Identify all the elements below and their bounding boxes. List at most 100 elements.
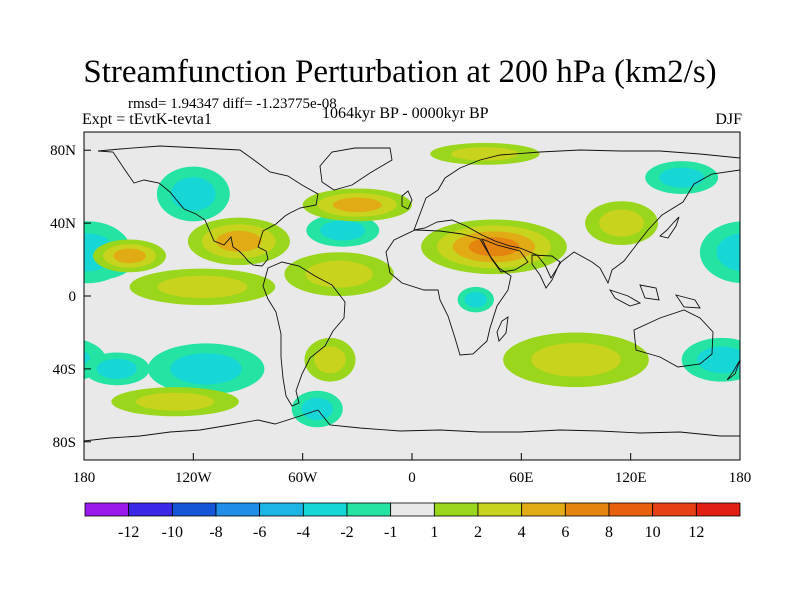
contour-fill-layer <box>0 142 800 428</box>
contour-south-indian-high <box>503 332 649 388</box>
y-tick-label: 80N <box>50 143 76 159</box>
contour-level-pacific-tropical-high <box>157 275 248 299</box>
contour-level-east-pacific-high <box>113 248 146 264</box>
contour-level-east-pacific-high <box>749 240 800 273</box>
colorbar-swatch <box>128 502 173 517</box>
colorbar-swatch <box>171 502 217 517</box>
contour-level-far-south-pacific-low <box>740 352 800 385</box>
colorbar-swatch <box>215 502 261 517</box>
coastline-layer <box>84 145 740 442</box>
colorbar-label: 6 <box>561 524 569 541</box>
contour-far-south-pacific-low <box>84 352 800 386</box>
x-tick-label: 60E <box>509 470 533 486</box>
maritime-continent-outline <box>608 284 701 309</box>
contour-level-north-pacific-negative-band <box>699 221 740 284</box>
colorbar-label: -4 <box>297 524 310 541</box>
contour-level-pacific-tropical-high <box>786 269 800 305</box>
south-america-outline <box>262 261 346 407</box>
new-zealand-outline <box>726 359 740 381</box>
rmsd-diff-label: rmsd= 1.94347 diff= -1.23775e-08 <box>128 96 337 112</box>
colorbar-swatch <box>302 502 348 517</box>
contour-level-siberia-low <box>659 167 705 188</box>
colorbar-swatch <box>84 502 130 517</box>
colorbar-swatch <box>390 502 435 517</box>
contour-level-far-south-pacific-low <box>96 358 137 379</box>
y-tick-label: 0 <box>69 289 77 305</box>
contour-level-north-atlantic-high <box>333 197 382 213</box>
contour-east-pacific-high <box>93 239 800 273</box>
contour-level-far-south-pacific-low <box>753 359 793 379</box>
madagascar-outline <box>496 316 509 342</box>
contour-level-southern-atlantic-low <box>301 397 333 421</box>
contour-north-atlantic-high <box>302 188 413 222</box>
north-america-outline <box>97 145 319 267</box>
x-tick-label: 180 <box>729 470 752 486</box>
chart-title: Streamfunction Perturbation at 200 hPa (… <box>83 54 717 90</box>
contour-level-southern-ocean-high <box>135 392 215 411</box>
antarctica-outline <box>84 409 740 442</box>
arabia-outline <box>481 238 529 273</box>
colorbar-swatch <box>695 502 741 517</box>
contour-north-america-high <box>187 217 290 266</box>
contour-level-south-pacific-low <box>170 353 242 385</box>
contour-level-north-pacific-east-low <box>744 254 765 265</box>
contour-north-atlantic-low <box>306 214 380 247</box>
contour-level-south-america-high <box>314 346 346 374</box>
contour-level-southern-ocean-high <box>792 393 800 411</box>
colorbar-swatch <box>433 502 479 517</box>
contour-level-north-america-high <box>216 230 262 252</box>
colorbar-label: -2 <box>340 524 353 541</box>
colorbar-label: -6 <box>253 524 266 541</box>
contour-level-tropical-atlantic-high <box>305 260 373 288</box>
africa-outline <box>385 229 512 356</box>
colorbar-swatch <box>564 502 610 517</box>
contour-level-east-pacific-high <box>759 244 800 268</box>
contour-level-north-pacific-negative-band <box>716 233 740 272</box>
contour-east-africa-low <box>457 286 494 313</box>
colorbar-swatch <box>259 502 304 517</box>
contour-level-gulf-of-alaska-low <box>170 177 216 211</box>
contour-level-siberia-low <box>3 167 48 187</box>
colorbar-label: -10 <box>162 524 183 541</box>
contour-level-east-indian-ocean-low <box>697 346 740 374</box>
contour-gulf-of-alaska-low <box>156 166 230 222</box>
x-tick-label: 120E <box>615 470 647 486</box>
x-tick-label: 180 <box>73 470 96 486</box>
x-tick-label: 60W <box>288 470 318 486</box>
colorbar-label: -1 <box>384 524 397 541</box>
contour-level-east-pacific-high <box>769 249 800 264</box>
colorbar-swatch <box>608 502 654 517</box>
colorbar-label: 1 <box>430 524 438 541</box>
colorbar-label: 2 <box>474 524 482 541</box>
contour-south-america-high <box>304 337 356 382</box>
y-tick-label: 80S <box>53 435 76 451</box>
colorbar: -12 -10 -8 -6 -4 -2 -1 1 2 4 6 8 10 12 <box>84 502 741 541</box>
colorbar-label: 8 <box>605 524 613 541</box>
greenland-outline <box>319 147 393 191</box>
contour-arctic-high <box>430 142 540 165</box>
y-tick-label: 40N <box>50 216 76 232</box>
x-tick-label: 0 <box>408 470 416 486</box>
contour-tropical-atlantic-high <box>284 252 394 296</box>
colorbar-swatch <box>477 502 523 517</box>
contour-pacific-tropical-high <box>129 268 800 306</box>
europe-asia-outline <box>413 149 740 285</box>
contour-southern-ocean-high <box>111 387 800 417</box>
contour-level-north-pacific-east-low <box>737 254 740 265</box>
contour-level-north-atlantic-low <box>320 220 366 241</box>
contour-level-southern-ocean-high <box>767 387 800 416</box>
contour-level-asia-high <box>599 209 644 237</box>
contour-level-siberia-low <box>0 161 62 194</box>
contour-level-north-pacific-west-low <box>69 254 84 265</box>
colorbar-label: 4 <box>518 524 526 541</box>
x-tick-label: 120W <box>175 470 213 486</box>
japan-outline <box>659 216 680 239</box>
period-label: 1064kyr BP - 0000kyr BP <box>322 105 489 122</box>
contour-asia-high <box>585 201 658 245</box>
season-label: DJF <box>715 111 742 128</box>
contour-level-arctic-high <box>451 147 519 161</box>
colorbar-swatch <box>346 502 392 517</box>
colorbar-label: 12 <box>688 524 704 541</box>
australia-outline <box>633 309 714 368</box>
